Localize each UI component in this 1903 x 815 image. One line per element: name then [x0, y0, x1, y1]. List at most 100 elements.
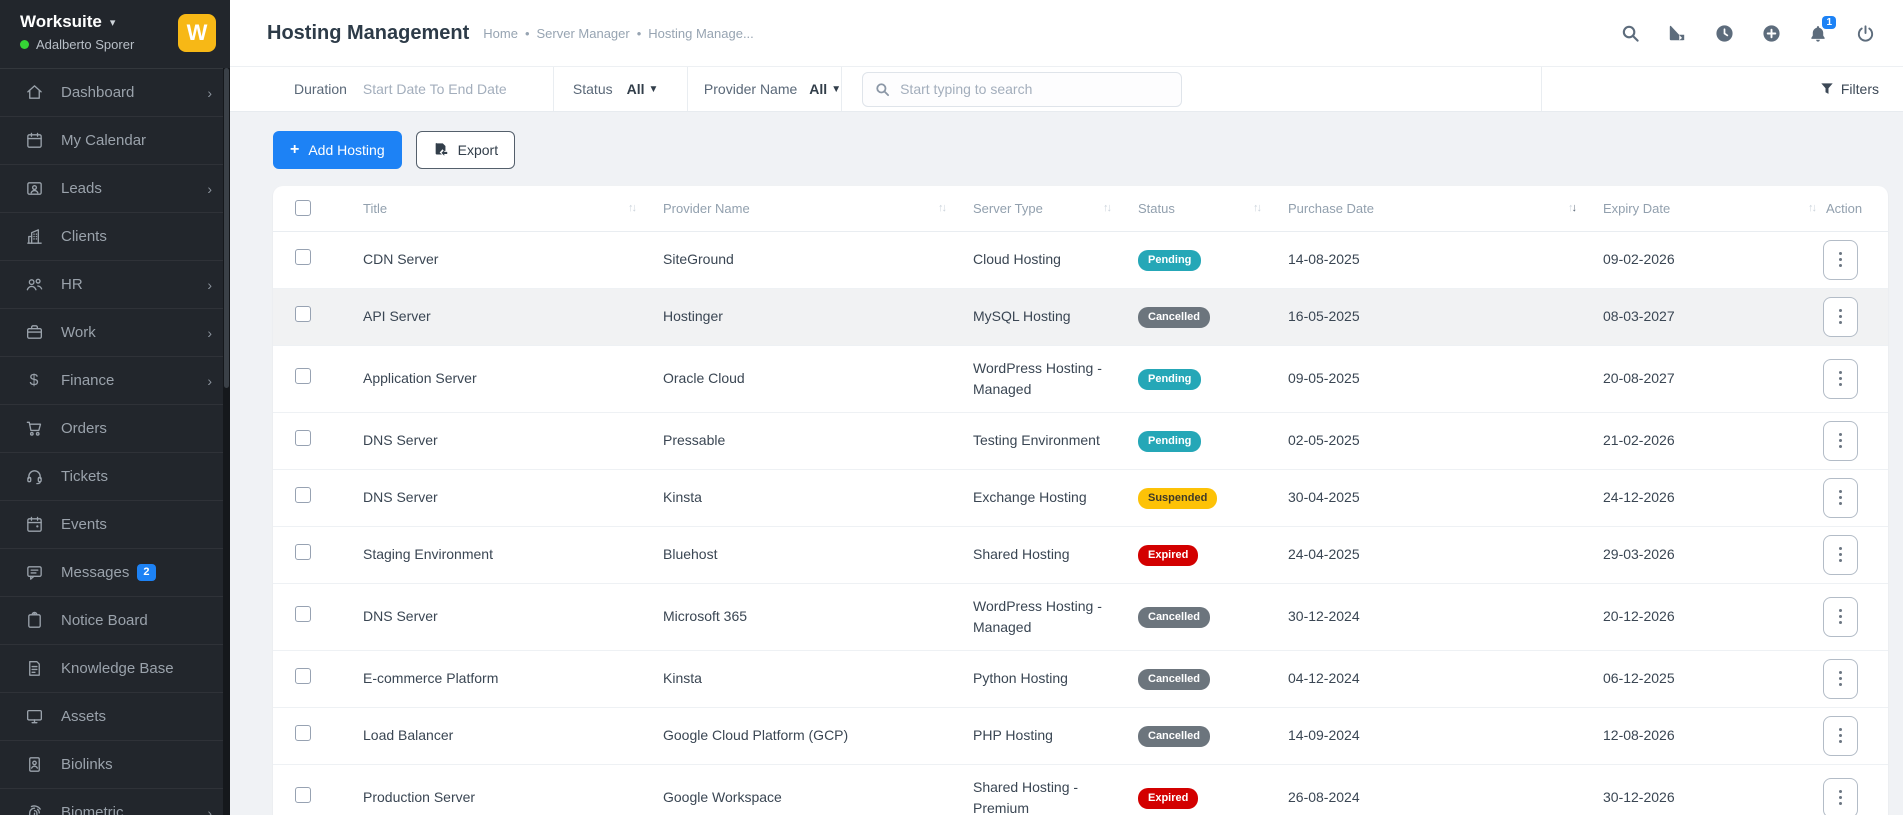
cell-expiry-date: 29-03-2026: [1583, 526, 1823, 584]
row-actions-menu-button[interactable]: [1823, 715, 1858, 756]
sticky-note-icon[interactable]: [1667, 23, 1687, 43]
sidebar-scrollbar[interactable]: [223, 68, 230, 815]
filters-button[interactable]: Filters: [1542, 67, 1903, 111]
cell-provider: Google Workspace: [643, 764, 953, 815]
row-checkbox[interactable]: [295, 667, 311, 684]
top-bar: Hosting Management Home • Server Manager •…: [230, 0, 1903, 67]
status-badge: Pending: [1138, 431, 1202, 452]
sidebar-item-biometric[interactable]: Biometric ›: [0, 789, 230, 815]
app-logo[interactable]: W: [178, 14, 216, 52]
sidebar-item-dashboard[interactable]: Dashboard ›: [0, 69, 230, 117]
file-export-icon: [433, 142, 449, 158]
sidebar-item-my-calendar[interactable]: My Calendar: [0, 117, 230, 165]
export-button[interactable]: Export: [415, 131, 516, 169]
status-badge: Expired: [1138, 788, 1199, 809]
row-checkbox[interactable]: [295, 367, 311, 384]
row-actions-menu-button[interactable]: [1823, 358, 1858, 399]
chevron-right-icon: ›: [207, 180, 212, 197]
cart-icon: [24, 419, 44, 439]
cell-provider: Kinsta: [643, 650, 953, 708]
column-header-action: Action: [1826, 200, 1863, 216]
row-actions-menu-button[interactable]: [1823, 596, 1858, 637]
sidebar-item-work[interactable]: Work ›: [0, 309, 230, 357]
cell-title: CDN Server: [343, 231, 643, 289]
search-icon[interactable]: [1620, 23, 1640, 43]
row-actions-menu-button[interactable]: [1823, 239, 1858, 280]
sidebar-item-notice-board[interactable]: Notice Board: [0, 597, 230, 645]
row-actions-menu-button[interactable]: [1823, 658, 1858, 699]
messages-count-badge: 2: [137, 563, 156, 582]
add-hosting-button[interactable]: + Add Hosting: [273, 131, 402, 169]
breadcrumb-current: Hosting Manage...: [648, 25, 754, 41]
calendar-icon: [24, 131, 44, 151]
clock-icon[interactable]: [1714, 23, 1734, 43]
sidebar-item-orders[interactable]: Orders: [0, 405, 230, 453]
sidebar-item-tickets[interactable]: Tickets: [0, 453, 230, 501]
dollar-icon: $: [29, 371, 39, 389]
status-filter-dropdown[interactable]: All ▼: [626, 81, 659, 97]
sort-icon[interactable]: ↑ ↓: [628, 202, 637, 215]
row-actions-menu-button[interactable]: [1823, 477, 1858, 518]
cell-purchase-date: 26-08-2024: [1268, 764, 1583, 815]
row-checkbox[interactable]: [295, 486, 311, 503]
row-checkbox[interactable]: [295, 543, 311, 560]
cell-provider: Google Cloud Platform (GCP): [643, 707, 953, 765]
column-header-server-type[interactable]: Server Type: [973, 200, 1043, 216]
power-icon[interactable]: [1855, 23, 1875, 43]
monitor-icon: [24, 707, 44, 727]
sidebar-item-messages[interactable]: Messages 2: [0, 549, 230, 597]
search-input[interactable]: [900, 81, 1170, 97]
sidebar-item-assets[interactable]: Assets: [0, 693, 230, 741]
sidebar-item-finance[interactable]: $ Finance ›: [0, 357, 230, 405]
row-checkbox[interactable]: [295, 605, 311, 622]
row-checkbox[interactable]: [295, 248, 311, 265]
status-badge: Cancelled: [1138, 307, 1210, 328]
notifications-bell-icon[interactable]: 1: [1808, 16, 1836, 43]
column-header-provider[interactable]: Provider Name: [663, 200, 750, 216]
sidebar-item-biolinks[interactable]: Biolinks: [0, 741, 230, 789]
cell-title: Application Server: [343, 345, 643, 413]
row-actions-menu-button[interactable]: [1823, 296, 1858, 337]
page-title: Hosting Management: [267, 21, 470, 44]
workspace-switcher[interactable]: Worksuite ▾: [20, 12, 134, 32]
row-checkbox[interactable]: [295, 786, 311, 803]
row-checkbox[interactable]: [295, 429, 311, 446]
duration-range-input[interactable]: [362, 81, 553, 97]
row-checkbox[interactable]: [295, 305, 311, 322]
sort-icon[interactable]: ↑ ↓: [1103, 202, 1112, 215]
sort-icon[interactable]: ↑ ↓: [1253, 202, 1262, 215]
provider-filter-dropdown[interactable]: All ▼: [809, 81, 842, 97]
notification-badge: 1: [1822, 16, 1836, 29]
column-header-purchase-date[interactable]: Purchase Date: [1288, 200, 1374, 216]
table-header-row: Title ↑ ↓ Provider Name ↑ ↓ Server Type ↑ ↓ St…: [273, 186, 1888, 232]
row-actions-menu-button[interactable]: [1823, 420, 1858, 461]
column-header-title[interactable]: Title: [363, 200, 388, 216]
sort-icon[interactable]: ↑ ↓: [1808, 202, 1817, 215]
status-badge: Pending: [1138, 250, 1202, 271]
sidebar-item-hr[interactable]: HR ›: [0, 261, 230, 309]
sidebar-item-knowledge-base[interactable]: Knowledge Base: [0, 645, 230, 693]
row-actions-menu-button[interactable]: [1823, 777, 1858, 815]
column-header-status[interactable]: Status: [1138, 200, 1175, 216]
table-row: API Server Hostinger MySQL Hosting Cancelle…: [273, 288, 1888, 346]
chat-icon: [24, 563, 44, 583]
column-header-expiry-date[interactable]: Expiry Date: [1603, 200, 1671, 216]
sidebar-item-clients[interactable]: Clients: [0, 213, 230, 261]
select-all-checkbox[interactable]: [295, 200, 311, 217]
cell-server-type: Python Hosting: [953, 650, 1118, 708]
sort-icon[interactable]: ↑ ↓: [938, 202, 947, 215]
row-actions-menu-button[interactable]: [1823, 534, 1858, 575]
sidebar-item-events[interactable]: Events: [0, 501, 230, 549]
breadcrumb-server-manager[interactable]: Server Manager: [536, 25, 630, 41]
add-circle-icon[interactable]: [1761, 23, 1781, 43]
sidebar-item-leads[interactable]: Leads ›: [0, 165, 230, 213]
sort-icon[interactable]: ↑ ↓: [1568, 202, 1577, 215]
search-box: [862, 71, 1183, 107]
breadcrumb-home[interactable]: Home: [483, 25, 518, 41]
cell-server-type: WordPress Hosting - Managed: [953, 583, 1118, 651]
cell-server-type: Exchange Hosting: [953, 469, 1118, 527]
cell-provider: SiteGround: [643, 231, 953, 289]
row-checkbox[interactable]: [295, 724, 311, 741]
document-icon: [24, 659, 44, 679]
cell-provider: Kinsta: [643, 469, 953, 527]
